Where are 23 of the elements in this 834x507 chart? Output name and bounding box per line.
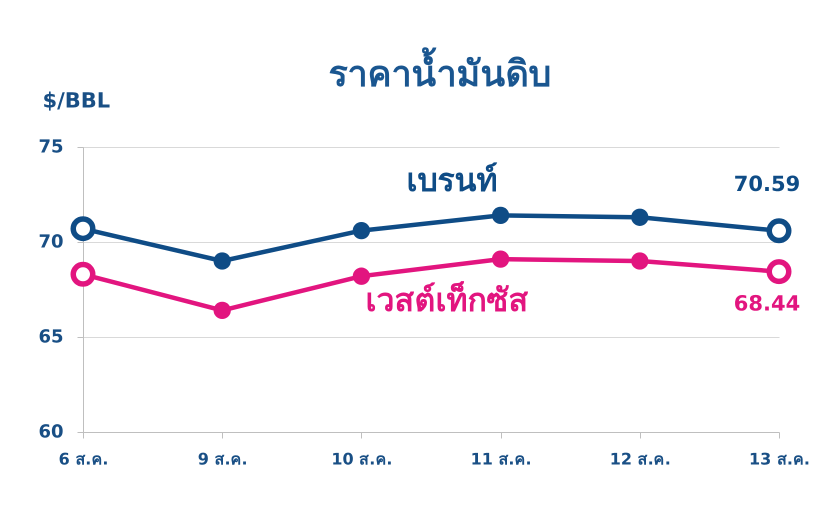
chart-title: ราคาน้ำมันดิบ bbox=[328, 47, 552, 95]
point bbox=[214, 252, 231, 270]
x-tick-label: 13 ส.ค. bbox=[749, 450, 810, 468]
y-tick-label: 75 bbox=[38, 136, 64, 158]
point bbox=[631, 252, 648, 270]
x-tick-label: 6 ส.ค. bbox=[58, 450, 108, 468]
point bbox=[631, 208, 648, 226]
y-axis-title: $/BBL bbox=[42, 88, 110, 112]
point bbox=[352, 222, 370, 240]
point bbox=[492, 206, 510, 224]
x-tick-label: 10 ส.ค. bbox=[331, 450, 392, 468]
x-tick-label: 11 ส.ค. bbox=[470, 450, 532, 468]
point bbox=[492, 250, 510, 268]
y-tick-label: 60 bbox=[38, 422, 64, 442]
data-label: 70.59 bbox=[734, 172, 800, 196]
data-label: 68.44 bbox=[734, 292, 800, 316]
x-tick-label: 12 ส.ค. bbox=[610, 450, 671, 468]
y-tick-label: 65 bbox=[38, 326, 64, 348]
point bbox=[214, 302, 231, 320]
series-label: เบรนท์ bbox=[406, 161, 498, 199]
x-tick-label: 9 ส.ค. bbox=[198, 450, 248, 468]
series-label: เวสต์เท็กซัส bbox=[366, 280, 528, 319]
y-tick-label: 70 bbox=[38, 232, 64, 252]
